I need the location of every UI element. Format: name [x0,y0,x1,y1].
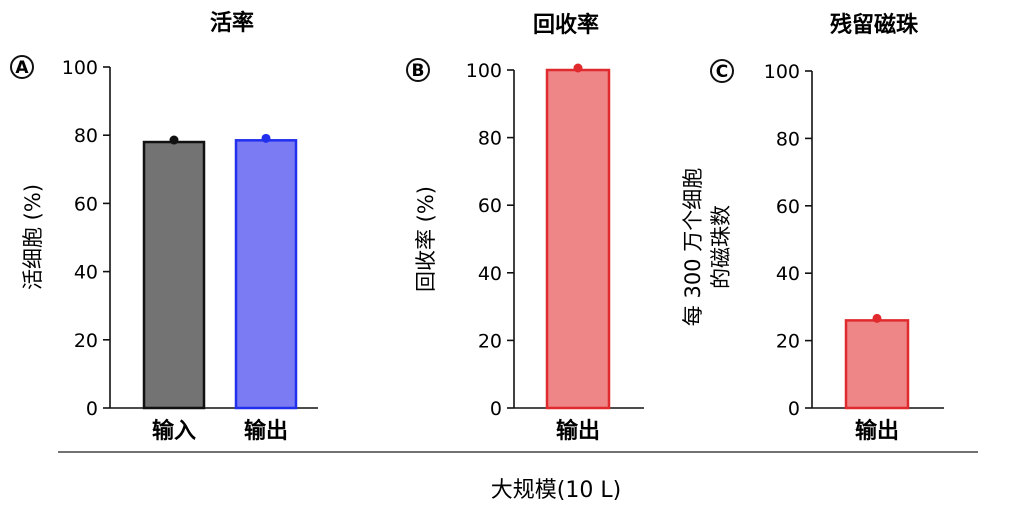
y-tick-label: 20 [478,330,502,352]
footer-label: 大规模(10 L) [491,478,621,503]
y-tick-label: 40 [74,262,98,284]
y-tick-label: 40 [776,263,800,285]
chart-panel-b: 回收率 B 回收率 (%) 0 20 40 60 80 100 输出 [406,12,644,444]
data-point [169,135,179,145]
chart-panel-c: 残留磁珠 C 每 300 万个细胞 的磁珠数 0 20 40 60 80 100 输出 [681,12,944,444]
y-tick-label: 60 [776,196,800,218]
y-tick-label: 40 [478,263,502,285]
y-tick-label: 0 [86,398,98,420]
data-point [261,133,271,143]
y-axis-label-line: 的磁珠数 [709,205,733,289]
y-tick-label: 60 [74,193,98,215]
x-category-label: 输出 [244,418,288,444]
y-axis-label-line: 每 300 万个细胞 [681,168,705,326]
y-tick-label: 80 [74,125,98,147]
y-tick-label: 100 [466,60,502,82]
chart-title: 残留磁珠 [830,12,919,38]
y-tick-label: 0 [788,398,800,420]
y-tick-label: 20 [776,331,800,353]
y-tick-label: 80 [776,128,800,150]
chart-title: 活率 [210,10,254,36]
data-point [573,63,583,73]
x-category-label: 输出 [855,418,899,444]
y-tick-label: 0 [490,398,502,420]
chart-title: 回收率 [533,12,599,38]
bar-输出 [545,68,611,410]
y-axis-label: 回收率 (%) [414,186,438,292]
panel-letter: A [15,58,29,78]
y-tick-label: 80 [478,128,502,150]
bar-输入 [142,140,206,410]
y-tick-label: 20 [74,330,98,352]
panel-letter-circle [710,59,734,83]
x-category-label: 输出 [556,418,600,444]
y-tick-label: 100 [62,57,98,79]
panel-letter-circle [406,58,430,82]
panel-letter: C [716,62,728,82]
y-tick-label: 60 [478,195,502,217]
chart-panel-a: 活率 A 活细胞 (%) 0 20 40 60 80 100 输入 输出 [10,10,318,444]
x-category-label: 输入 [152,418,196,444]
bar-输出 [844,319,910,410]
y-tick-label: 100 [764,61,800,83]
data-point [872,313,882,323]
bar-输出 [234,139,298,410]
panel-letter-circle [10,55,34,79]
panel-letter: B [412,61,425,81]
y-axis-label: 活细胞 (%) [21,184,45,290]
